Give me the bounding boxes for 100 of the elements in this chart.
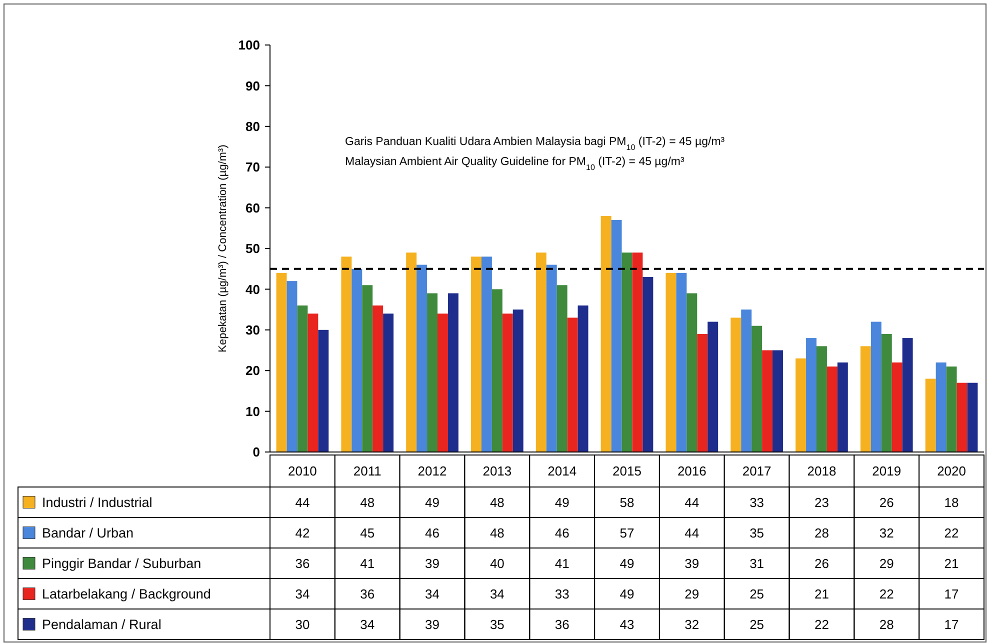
bar	[741, 310, 752, 452]
data-label: 40	[490, 556, 504, 571]
bar	[297, 305, 308, 452]
data-label: 42	[295, 525, 310, 540]
bar	[512, 310, 524, 452]
data-label: 25	[750, 586, 764, 602]
data-label: 49	[620, 556, 634, 571]
bar	[427, 293, 438, 452]
bar	[492, 289, 502, 452]
y-tick-label: 0	[252, 444, 260, 460]
bar	[892, 362, 902, 452]
legend-label: Latarbelakang / Background	[42, 586, 211, 602]
bar	[686, 293, 698, 452]
data-label: 29	[684, 586, 700, 602]
bar	[352, 268, 362, 452]
bar	[546, 264, 557, 452]
data-label: 26	[879, 494, 894, 510]
data-label: 57	[620, 525, 634, 540]
data-label: 44	[295, 494, 310, 510]
data-label: 49	[620, 586, 634, 602]
data-label: 49	[425, 494, 440, 510]
data-label: 17	[944, 586, 959, 602]
bar	[622, 252, 632, 452]
bar	[762, 350, 773, 452]
x-tick-label: 2012	[418, 464, 447, 479]
data-label: 29	[879, 556, 894, 571]
bar	[772, 350, 783, 452]
data-label: 36	[554, 616, 570, 632]
data-label: 17	[944, 616, 959, 632]
data-label: 39	[425, 616, 440, 632]
data-label: 21	[944, 556, 959, 571]
bar	[438, 314, 448, 452]
bar	[383, 314, 394, 452]
legend-label: Industri / Industrial	[42, 494, 152, 510]
data-label: 39	[684, 556, 700, 571]
bar	[406, 252, 417, 452]
bar	[697, 334, 708, 452]
bar	[578, 305, 588, 452]
bar	[632, 252, 643, 452]
data-label: 22	[944, 525, 959, 540]
y-tick-label: 60	[246, 200, 260, 216]
bar	[341, 256, 352, 452]
data-label: 49	[554, 494, 570, 510]
data-label: 44	[684, 494, 700, 510]
data-label: 35	[490, 616, 504, 632]
data-label: 48	[360, 494, 375, 510]
data-label: 22	[814, 616, 829, 632]
data-label: 43	[620, 616, 634, 632]
data-label: 25	[750, 616, 764, 632]
annotation: Malaysian Ambient Air Quality Guideline for PM$_{10}$ (IT-2) = 45 µg/m³	[345, 156, 684, 172]
data-label: 34	[490, 586, 504, 602]
bar	[362, 285, 373, 452]
bar	[502, 314, 513, 452]
data-label: 21	[814, 586, 829, 602]
bar	[642, 276, 654, 452]
bar	[567, 318, 578, 452]
y-tick-label: 50	[246, 241, 260, 256]
x-tick-label: 2013	[482, 464, 512, 479]
x-tick-label: 2014	[548, 464, 577, 479]
data-label: 34	[360, 616, 375, 632]
data-label: 28	[814, 525, 829, 540]
y-tick-label: 40	[246, 282, 260, 297]
bar	[536, 252, 546, 452]
data-label: 35	[750, 525, 764, 540]
bar	[308, 314, 318, 452]
x-tick-label: 2011	[353, 464, 382, 479]
bar	[956, 382, 968, 452]
bar	[416, 264, 428, 452]
data-label: 23	[814, 494, 829, 510]
bar	[816, 346, 827, 452]
data-label: 32	[684, 616, 700, 632]
bar	[666, 272, 676, 452]
bar	[837, 362, 848, 452]
bar	[286, 281, 298, 452]
legend-label: Pendalaman / Rural	[42, 616, 162, 632]
x-tick-label: 2010	[288, 464, 317, 479]
x-tick-label: 2015	[612, 464, 642, 479]
bar	[600, 216, 612, 452]
data-label: 46	[425, 525, 440, 540]
data-label: 39	[425, 556, 440, 571]
data-label: 22	[879, 586, 894, 602]
bar	[946, 366, 957, 452]
y-tick-label: 90	[246, 78, 260, 94]
y-tick-label: 20	[246, 363, 260, 378]
y-tick-label: 80	[246, 118, 260, 134]
data-label: 36	[360, 586, 375, 602]
bar	[318, 330, 329, 452]
x-tick-label: 2020	[937, 464, 966, 479]
bar	[925, 378, 936, 452]
bar	[676, 272, 687, 452]
bar	[881, 334, 892, 452]
x-tick-label: 2018	[807, 464, 836, 479]
bar	[708, 322, 718, 452]
bar	[752, 326, 762, 452]
legend-label: Pinggir Bandar / Suburban	[42, 556, 202, 571]
bar	[870, 322, 882, 452]
x-tick-label: 2017	[742, 464, 772, 479]
bar	[806, 338, 816, 452]
data-label: 34	[425, 586, 440, 602]
data-label: 33	[750, 494, 764, 510]
